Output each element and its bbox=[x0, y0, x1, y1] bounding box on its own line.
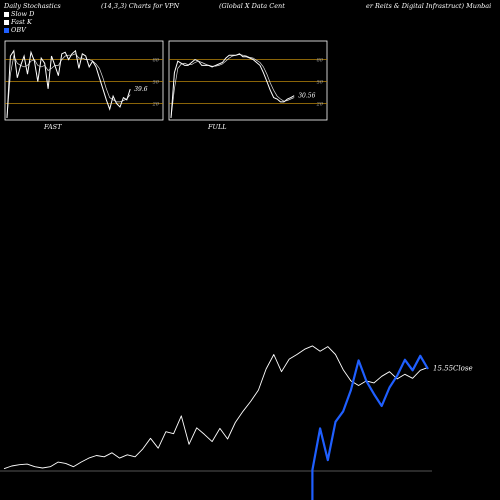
full-d-line bbox=[170, 54, 295, 119]
full-k-line bbox=[170, 53, 295, 119]
fast-d-line bbox=[6, 53, 131, 119]
legend-swatch-obv bbox=[4, 27, 9, 33]
close-value-label: 15.55Close bbox=[433, 364, 473, 372]
fast-grid-label-80: 80 bbox=[153, 58, 160, 64]
legend-swatch-fast-k bbox=[4, 19, 9, 25]
obv-series-line bbox=[311, 354, 429, 500]
full-grid-label-50: 50 bbox=[317, 80, 324, 86]
full-value-label: 30.56 bbox=[298, 93, 315, 100]
legend: Slow D Fast K OBV bbox=[4, 10, 34, 34]
fast-k-line bbox=[6, 49, 131, 119]
fast-grid-label-20: 20 bbox=[152, 101, 160, 107]
chart-title: Daily Stochastics bbox=[4, 2, 61, 10]
instrument-name-part1: (Global X Data Cent bbox=[219, 2, 285, 10]
legend-label-slow-d: Slow D bbox=[11, 10, 35, 18]
full-grid-label-20: 20 bbox=[316, 101, 324, 107]
close-series-line bbox=[3, 345, 429, 470]
legend-swatch-slow-d bbox=[4, 11, 9, 17]
legend-label-fast-k: Fast K bbox=[11, 18, 32, 26]
fast-panel-frame bbox=[4, 40, 164, 121]
chart-params: (14,3,3) Charts for VPN bbox=[101, 2, 180, 10]
full-panel-label: FULL bbox=[207, 123, 227, 131]
full-panel-frame bbox=[168, 40, 328, 121]
fast-value-label: 39.6 bbox=[134, 86, 148, 93]
legend-label-obv: OBV bbox=[11, 26, 26, 34]
legend-item-slow-d: Slow D bbox=[4, 10, 34, 18]
instrument-name-part2: er Reits & Digital Infrastruct) Munbai bbox=[366, 2, 492, 10]
legend-item-obv: OBV bbox=[4, 26, 34, 34]
price-obv-panel: 15.55Close bbox=[0, 345, 473, 500]
fast-stochastic-panel: 80 50 20 39.6 FAST bbox=[4, 40, 164, 131]
full-grid-label-80: 80 bbox=[317, 58, 324, 64]
fast-panel-label: FAST bbox=[43, 123, 62, 131]
fast-grid-label-50: 50 bbox=[153, 80, 160, 86]
legend-item-fast-k: Fast K bbox=[4, 18, 34, 26]
